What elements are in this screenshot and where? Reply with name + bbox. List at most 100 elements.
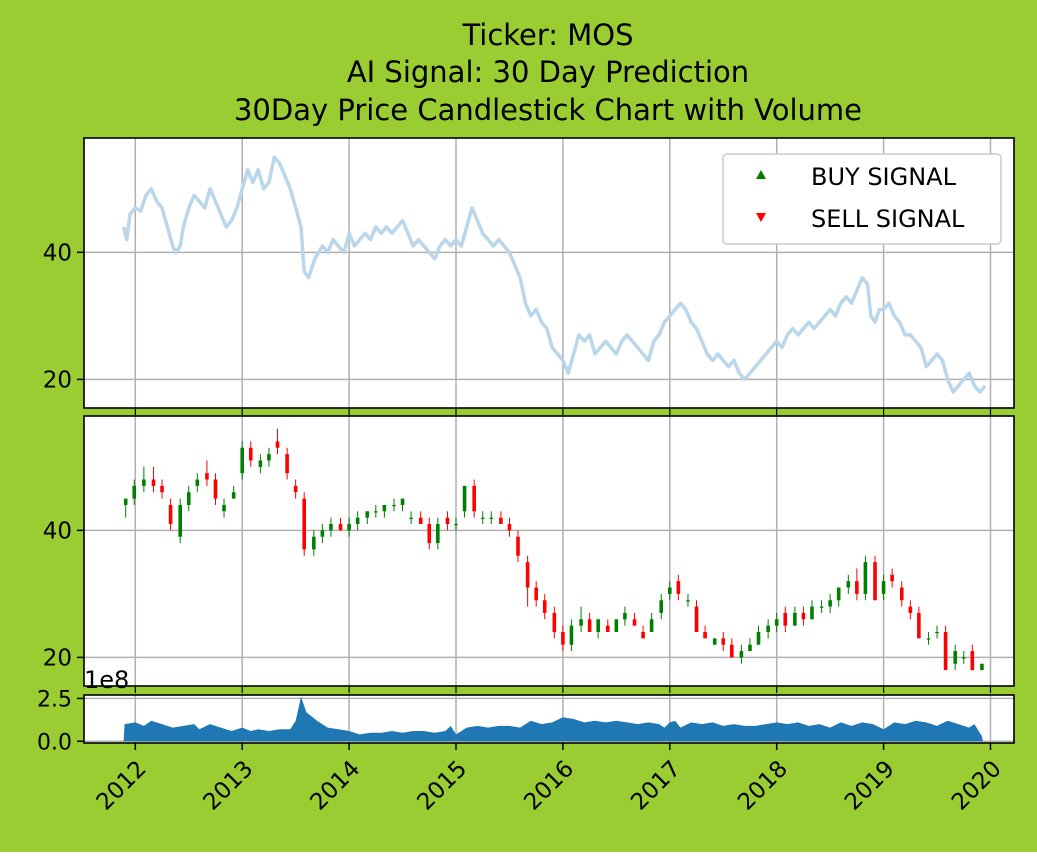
candle-body xyxy=(151,479,156,486)
candle-body xyxy=(489,517,494,519)
candle-body xyxy=(178,504,183,537)
candle-body xyxy=(632,619,637,626)
candle-body xyxy=(748,644,752,652)
candle-body xyxy=(248,447,253,461)
candle-body xyxy=(347,524,351,531)
price-panel-frame xyxy=(83,137,1015,409)
candle-body xyxy=(828,600,832,607)
candle-body xyxy=(445,517,450,524)
volume-multiplier-label: 1e8 xyxy=(84,666,129,694)
chart-title-line-1: Ticker: MOS xyxy=(461,18,633,52)
candle-body xyxy=(507,524,512,531)
candle-body xyxy=(908,606,913,613)
candle-body xyxy=(123,498,128,505)
legend: BUY SIGNAL SELL SIGNAL xyxy=(722,153,1002,245)
candle-body xyxy=(935,632,939,634)
candle-body xyxy=(285,454,289,474)
candle-body xyxy=(382,504,387,512)
candle-body xyxy=(142,479,146,486)
candle-body xyxy=(721,638,726,645)
candle-body xyxy=(926,638,931,640)
chart-title-line-2: AI Signal: 30 Day Prediction xyxy=(347,55,749,89)
candle-body xyxy=(312,536,316,550)
candle-body xyxy=(320,530,325,537)
candle-body xyxy=(961,657,966,659)
legend-buy-label: BUY SIGNAL xyxy=(811,163,957,191)
candle-body xyxy=(258,460,263,467)
candle-body xyxy=(873,562,877,601)
candle-body xyxy=(774,619,779,626)
candle-body xyxy=(686,600,690,602)
candle-body xyxy=(240,447,245,474)
candle-body xyxy=(659,600,664,613)
volume-y-tick-label: 0.0 xyxy=(37,730,72,755)
candle-body xyxy=(542,600,547,613)
candle-body xyxy=(374,511,378,513)
candle-body xyxy=(863,562,868,594)
candle-body xyxy=(132,485,137,499)
candle-body xyxy=(783,612,788,626)
candle-body xyxy=(160,485,164,493)
candle-body xyxy=(534,587,538,601)
candle-body xyxy=(205,473,209,480)
candle-body xyxy=(641,632,645,639)
candle-body xyxy=(676,581,681,594)
candle-body xyxy=(516,536,520,556)
candle-body xyxy=(213,479,218,499)
candle-body xyxy=(605,625,610,632)
candle-body xyxy=(917,612,921,639)
candle-body xyxy=(293,485,298,493)
candle-body xyxy=(596,619,600,632)
price-y-tick-label: 20 xyxy=(43,367,72,393)
candle-body xyxy=(953,651,958,664)
candle-body xyxy=(436,524,440,544)
candle-body xyxy=(793,612,797,626)
candle-body xyxy=(427,524,432,544)
volume-y-tick-label: 2.5 xyxy=(37,687,72,712)
candle-body xyxy=(400,498,405,505)
candle-body xyxy=(980,663,984,671)
candle-body xyxy=(855,581,859,594)
volume-panel-frame xyxy=(83,694,1015,744)
price-line xyxy=(121,155,987,394)
legend-frame xyxy=(722,153,1002,245)
chart-title-line-3: 30Day Price Candlestick Chart with Volum… xyxy=(234,93,862,127)
volume-area xyxy=(123,696,984,742)
candle-body xyxy=(552,612,557,632)
candle-body xyxy=(614,619,619,632)
candle-body xyxy=(392,504,396,507)
candle-body xyxy=(499,517,503,524)
candle-body xyxy=(418,517,423,524)
candle-body xyxy=(275,441,280,448)
candle-body xyxy=(561,632,565,645)
candle-body xyxy=(756,632,761,645)
candle-body xyxy=(819,606,824,608)
candle-body xyxy=(712,638,717,645)
candle-body xyxy=(587,619,592,632)
candle-y-tick-label: 20 xyxy=(43,645,72,671)
price-y-tick-label: 40 xyxy=(43,240,72,266)
candle-panel-frame xyxy=(83,415,1015,687)
candle-body xyxy=(739,651,744,658)
candle-body xyxy=(846,581,851,588)
candle-body xyxy=(836,587,841,601)
candle-body xyxy=(525,562,530,588)
sell-signal-marker-icon xyxy=(756,213,766,222)
candle-body xyxy=(302,498,307,550)
price-panel-grid xyxy=(84,138,1014,408)
candle-body xyxy=(667,587,672,594)
candle-body xyxy=(801,612,806,620)
candle-body xyxy=(409,517,413,519)
candle-body xyxy=(569,625,574,645)
candle-body xyxy=(881,581,886,594)
candle-body xyxy=(168,504,173,524)
candle-body xyxy=(766,625,770,632)
candle-body xyxy=(231,492,236,499)
candles xyxy=(123,428,984,671)
candle-panel-background xyxy=(84,416,1014,686)
candle-body xyxy=(222,504,226,512)
